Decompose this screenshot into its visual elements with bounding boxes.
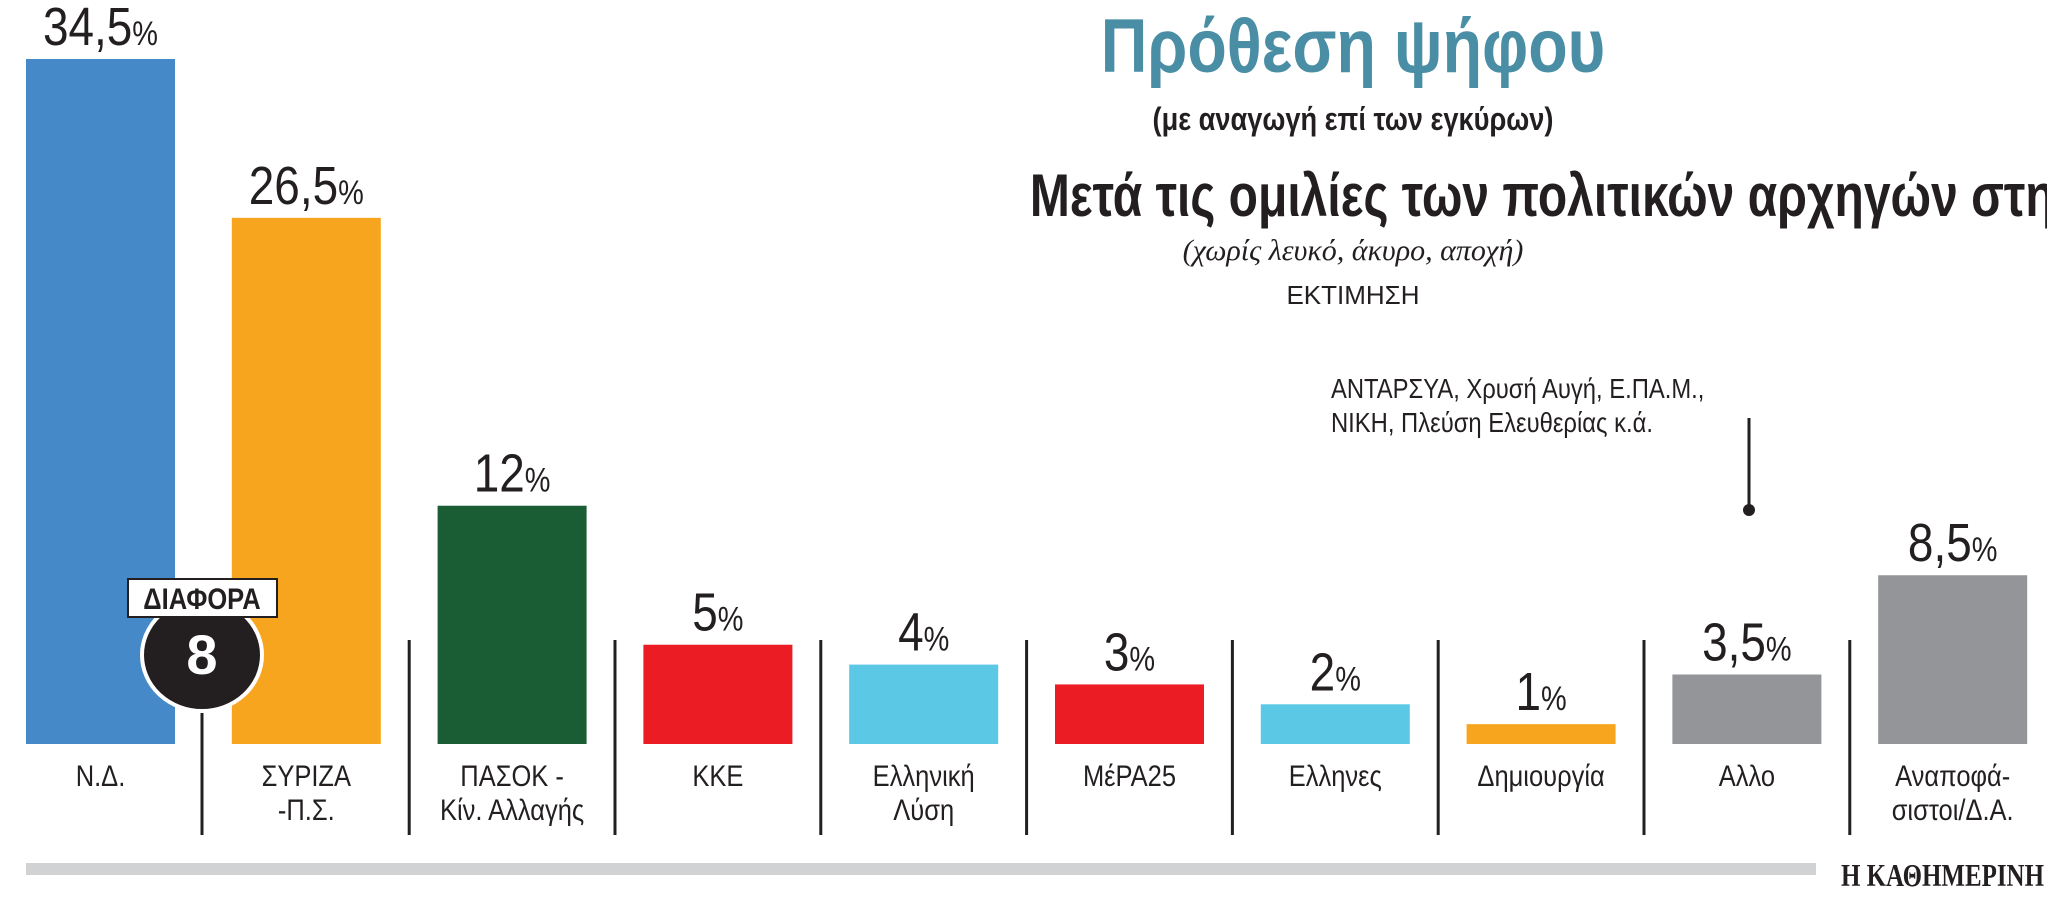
value-label: 1% <box>1515 662 1566 722</box>
category-label: Λύση <box>893 793 954 826</box>
chart-subtitle: (με αναγωγή επί των εγκύρων) <box>1153 102 1554 138</box>
value-label: 5% <box>692 582 743 642</box>
value-unit: % <box>718 599 744 638</box>
value-unit: % <box>1129 639 1155 678</box>
value-label: 3% <box>1104 622 1155 682</box>
category-label: Ελληνική <box>873 759 975 792</box>
category-label: Κίν. Αλλαγής <box>440 793 584 826</box>
value-label: 34,5% <box>43 0 158 57</box>
bar <box>849 664 999 744</box>
category-label: σιστοι/Δ.Α. <box>1892 793 2014 826</box>
bar <box>1672 674 1822 744</box>
value-number: 3 <box>1104 622 1130 682</box>
value-number: 5 <box>692 582 718 642</box>
chart-title: Πρόθεση ψήφου <box>1101 3 1606 88</box>
value-label: 8,5% <box>1908 513 1998 573</box>
difference-label-box <box>127 578 278 618</box>
value-unit: % <box>1766 629 1792 668</box>
bar <box>1260 704 1410 744</box>
bar <box>643 644 793 744</box>
category-label: ΚΚΕ <box>692 759 743 792</box>
value-number: 2 <box>1310 642 1336 702</box>
category-label: Αναποφά- <box>1895 759 2010 792</box>
value-unit: % <box>924 619 950 658</box>
value-number: 3,5 <box>1702 612 1766 672</box>
category-label: ΣΥΡΙΖΑ <box>262 759 352 792</box>
category-label: ΠΑΣΟΚ - <box>460 759 564 792</box>
category-label: Αλλο <box>1719 759 1775 792</box>
estimate-label: ΕΚΤΙΜΗΣΗ <box>1286 280 1419 310</box>
brand-logo: Η ΚΑΘΗΜΕΡΙΝΗ <box>1841 858 2044 894</box>
bar <box>1054 684 1204 744</box>
annotation-dot <box>1743 504 1755 516</box>
value-number: 26,5 <box>249 155 338 215</box>
annotation-line-2: ΝΙΚΗ, Πλεύση Ελευθερίας κ.ά. <box>1331 406 1653 438</box>
value-number: 34,5 <box>43 0 132 57</box>
category-label: Ελληνες <box>1289 759 1382 792</box>
value-unit: % <box>132 14 158 53</box>
value-number: 1 <box>1515 662 1541 722</box>
difference-label: ΔΙΑΦΟΡΑ <box>143 582 260 615</box>
value-unit: % <box>525 460 551 499</box>
value-label: 12% <box>474 443 551 503</box>
value-label: 2% <box>1310 642 1361 702</box>
value-number: 12 <box>474 443 525 503</box>
annotation-line-1: ΑΝΤΑΡΣΥΑ, Χρυσή Αυγή, Ε.ΠΑ.Μ., <box>1331 372 1704 404</box>
value-unit: % <box>1972 530 1998 569</box>
value-number: 8,5 <box>1908 513 1972 573</box>
bar <box>1466 724 1616 744</box>
chart-note: (χωρίς λευκό, άκυρο, αποχή) <box>1183 234 1524 267</box>
category-label: Δημιουργία <box>1477 759 1604 792</box>
value-label: 3,5% <box>1702 612 1792 672</box>
value-number: 4 <box>898 602 924 662</box>
bar <box>437 505 587 744</box>
footer-rule <box>26 863 1816 875</box>
value-label: 4% <box>898 602 949 662</box>
category-label: ΜέΡΑ25 <box>1083 759 1176 792</box>
difference-value: 8 <box>186 623 217 686</box>
category-label: Ν.Δ. <box>76 759 126 792</box>
bar <box>1878 575 2028 744</box>
value-unit: % <box>1541 679 1567 718</box>
value-unit: % <box>338 173 364 212</box>
value-unit: % <box>1335 659 1361 698</box>
chart-heading: Μετά τις ομιλίες των πολιτικών αρχηγών σ… <box>1030 162 2047 229</box>
value-label: 26,5% <box>249 155 364 215</box>
category-label: -Π.Σ. <box>278 793 335 826</box>
difference-badge: ΔΙΑΦΟΡΑ 8 <box>127 578 278 835</box>
